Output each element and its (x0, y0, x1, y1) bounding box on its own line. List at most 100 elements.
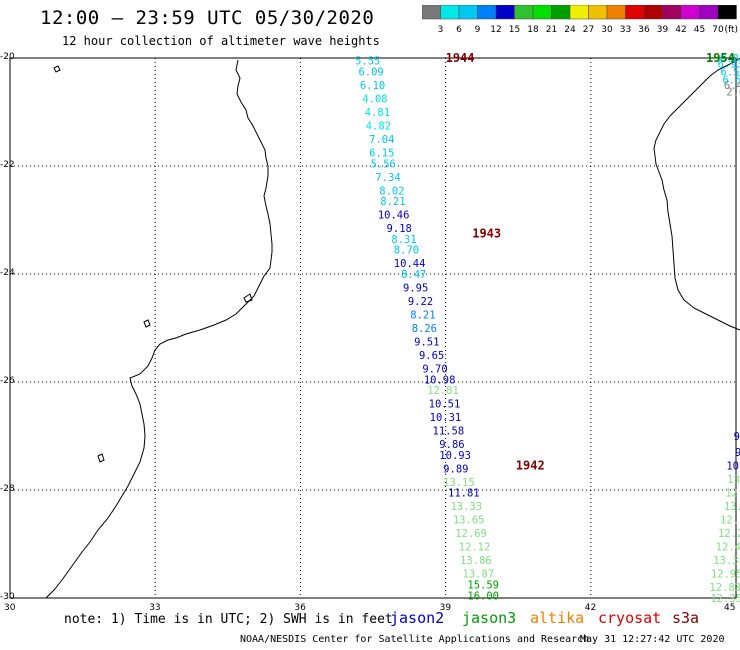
lat-label: -26 (0, 376, 15, 386)
wave-height-value: 6.82 (720, 53, 740, 65)
legend-tick-label: 36 (638, 25, 650, 35)
satellite-altika: altika (530, 609, 585, 627)
wave-height-value: 12.29 (718, 528, 740, 540)
legend-tick-label: 3 (438, 25, 444, 35)
legend-tick-label: 33 (620, 25, 631, 35)
lon-label: 45 (724, 603, 736, 613)
legend-tick-label: 15 (509, 25, 520, 35)
legend-tick-label: 30 (601, 25, 613, 35)
wave-height-value: 13.0 (724, 501, 740, 513)
satellite-cryosat: cryosat (598, 609, 662, 627)
wave-height-value: 11.81 (448, 488, 480, 500)
generated-timestamp: May 31 12:27:42 UTC 2020 (580, 634, 725, 645)
wave-height-values-east-track: 6.826.936.596.596.412.669910.1312.913.01… (709, 53, 740, 605)
color-scale-legend: 3 6 9 12 15 18 21 24 27 30 33 36 39 42 45 70 (ft) (422, 5, 738, 35)
satellite-s3a: s3a (672, 609, 700, 627)
wave-height-value: 8.21 (380, 196, 405, 208)
legend-tick-label: 24 (564, 25, 576, 35)
wave-height-value: 12.83 (709, 582, 740, 594)
island-small-4 (243, 293, 253, 303)
wave-height-value: 6.93 (718, 58, 740, 70)
wave-height-value: 12.35 (710, 593, 740, 605)
legend-tick-label: 18 (527, 25, 539, 35)
wave-height-value: 6.59 (721, 67, 740, 79)
wave-height-value: 12.12 (459, 542, 491, 554)
lon-label: 36 (294, 603, 306, 613)
lon-label: 39 (439, 603, 452, 613)
wave-height-value: 4.08 (362, 94, 387, 106)
coastlines (45, 57, 740, 599)
wave-height-value: 12.17 (720, 515, 740, 527)
lon-label: 33 (149, 603, 161, 613)
pass-number-label: 1942 (516, 459, 545, 473)
wave-height-value: 13 (727, 474, 740, 486)
wave-height-value: 6.41 (724, 80, 740, 92)
wave-height-value: 10.46 (378, 210, 410, 222)
legend-tick-label: 6 (456, 25, 462, 35)
lat-label: -24 (0, 268, 15, 278)
wave-height-value: 10.51 (429, 399, 461, 411)
wave-height-value: 6.10 (360, 80, 385, 92)
wave-height-value: 9.65 (419, 350, 444, 362)
island-small-2 (143, 319, 151, 328)
wave-height-value: 8.21 (410, 310, 435, 322)
wave-height-value: 10.31 (430, 412, 462, 424)
satellite-jason2: jason2 (390, 609, 445, 627)
wave-height-value: 4.82 (366, 121, 391, 133)
lat-label: -30 (0, 592, 15, 602)
legend-tick-label: 9 (475, 25, 481, 35)
wave-height-values-main-track: 5.556.096.10 4.084.81 4.827.04 6.155.56 7.34… (355, 56, 499, 603)
legend-unit: (ft) (724, 25, 738, 35)
page-title: 12:00 – 23:59 UTC 05/30/2020 (40, 7, 375, 29)
wave-height-value: 8.26 (412, 323, 437, 335)
footer-note: note: 1) Time is in UTC; 2) SWH is in fe… (64, 612, 393, 627)
wave-height-value: 16.00 (467, 590, 499, 602)
credit-line: NOAA/NESDIS Center for Satellite Applica… (240, 634, 590, 645)
lat-label: -22 (0, 160, 15, 170)
pass-numbers: 1944 1943 1942 1954 (446, 51, 735, 473)
wave-height-value: 12.48 (716, 542, 740, 554)
wave-height-value: 4.81 (365, 107, 390, 119)
wave-height-value: 10.44 (394, 258, 426, 270)
wave-height-value: 13.33 (450, 501, 482, 513)
lat-label: -28 (0, 484, 15, 494)
legend-tick-label: 39 (657, 25, 669, 35)
wave-height-value: 9.22 (408, 296, 433, 308)
wave-height-value: 10.98 (424, 374, 456, 386)
wave-height-value: 12.95 (711, 569, 740, 581)
island-small-1 (53, 65, 61, 73)
wave-height-value: 13.31 (713, 555, 740, 567)
page-subtitle: 12 hour collection of altimeter wave hei… (62, 34, 380, 48)
wave-height-value: 6.15 (369, 148, 394, 160)
wave-height-value: 9 (734, 431, 740, 443)
island-small-3 (97, 453, 105, 463)
wave-height-value: 7.04 (369, 134, 394, 146)
legend-tick-label: 45 (694, 25, 705, 35)
wave-height-value: 8.70 (394, 245, 419, 257)
pass-number-label: 1954 (706, 51, 735, 65)
lat-label: -20 (0, 52, 15, 62)
wave-height-value: 12.81 (427, 385, 459, 397)
wave-height-value: 8.47 (401, 269, 426, 281)
legend-tick-label: 12 (490, 25, 501, 35)
wave-height-value: 10. (726, 461, 740, 473)
wave-height-value: 9.18 (387, 223, 412, 235)
wave-height-value: 9.95 (403, 283, 428, 295)
wave-height-value: 10.93 (439, 450, 471, 462)
pass-number-label: 1944 (446, 51, 475, 65)
wave-height-value: 15.59 (467, 580, 499, 592)
wave-height-value: 13.87 (463, 569, 495, 581)
wave-height-value: 9.89 (443, 463, 468, 475)
wave-height-value: 11.58 (433, 426, 465, 438)
wave-height-value: 5.56 (371, 158, 396, 170)
lon-label: 30 (4, 603, 16, 613)
wave-height-value: 5.55 (355, 56, 380, 68)
legend-tick-label: 70 (712, 25, 724, 35)
lon-label: 42 (584, 603, 597, 613)
legend-tick-label: 42 (675, 25, 686, 35)
wave-height-value: 6.59 (722, 75, 740, 87)
wave-height-value: 9.86 (439, 439, 464, 451)
wave-height-value: 6.09 (358, 67, 383, 79)
wave-height-value: 8.31 (391, 234, 416, 246)
